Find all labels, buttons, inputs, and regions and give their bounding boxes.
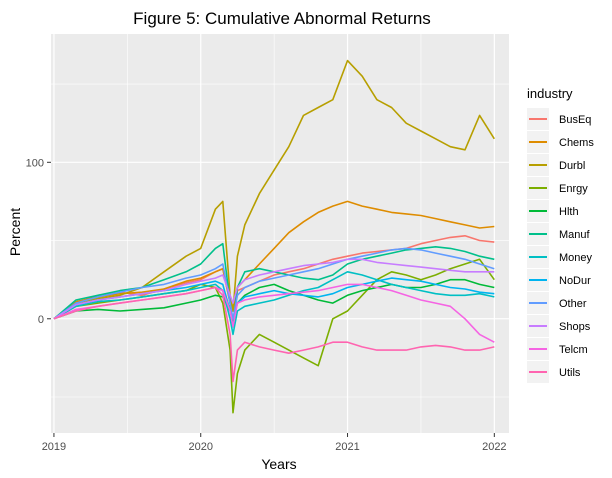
- legend-label-hlth: Hlth: [559, 206, 579, 218]
- legend: industry BusEq Chems Durbl Enrgy Hlth Manuf Mo…: [527, 86, 594, 383]
- major-gridlines: [51, 34, 509, 433]
- legend-label-chems: Chems: [559, 137, 594, 149]
- series-line-durbl: [53, 59, 495, 320]
- legend-label-money: Money: [559, 252, 593, 264]
- legend-label-buseq: BusEq: [559, 114, 591, 126]
- minor-gridlines: [51, 34, 509, 433]
- legend-label-enrgy: Enrgy: [559, 183, 588, 195]
- legend-label-utils: Utils: [559, 367, 581, 379]
- series-line-money: [53, 270, 495, 336]
- legend-label-manuf: Manuf: [559, 229, 591, 241]
- y-axis: 0 100: [26, 157, 51, 326]
- series-lines: [53, 59, 495, 414]
- y-tick-label: 100: [26, 157, 44, 169]
- legend-label-shops: Shops: [559, 321, 591, 333]
- series-line-chems: [53, 200, 495, 320]
- x-tick-label: 2022: [482, 441, 506, 453]
- x-axis: 2019 2020 2021 2022: [42, 433, 507, 453]
- x-tick-label: 2020: [188, 441, 212, 453]
- chart-title: Figure 5: Cumulative Abnormal Returns: [133, 9, 431, 28]
- legend-label-telcm: Telcm: [559, 344, 588, 356]
- y-tick-label: 0: [38, 314, 44, 326]
- plot-panel: [51, 34, 509, 433]
- legend-title: industry: [527, 86, 573, 101]
- x-tick-label: 2019: [42, 441, 66, 453]
- y-axis-label: Percent: [7, 208, 23, 256]
- x-tick-label: 2021: [335, 441, 359, 453]
- legend-label-other: Other: [559, 298, 587, 310]
- legend-label-durbl: Durbl: [559, 160, 585, 172]
- legend-label-nodur: NoDur: [559, 275, 591, 287]
- series-line-hlth: [53, 278, 495, 320]
- x-axis-label: Years: [261, 456, 296, 472]
- series-line-shops: [53, 258, 495, 320]
- series-line-utils: [53, 286, 495, 383]
- series-line-other: [53, 247, 495, 320]
